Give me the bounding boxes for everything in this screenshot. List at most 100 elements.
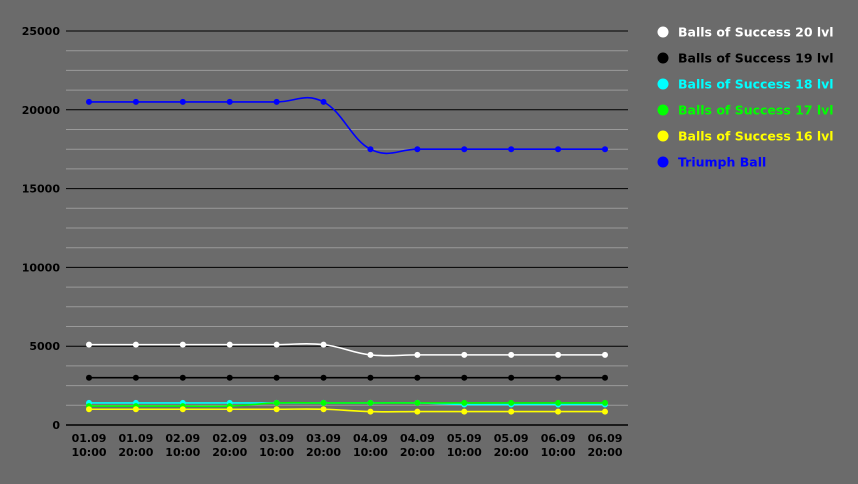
legend-label[interactable]: Balls of Success 18 lvl (678, 77, 834, 92)
data-point-triumph-ball[interactable] (508, 146, 515, 153)
data-point-balls-of-success-16-lvl[interactable] (602, 408, 608, 415)
y-tick-label: 20000 (22, 104, 61, 117)
data-point-triumph-ball[interactable] (179, 98, 186, 105)
data-point-balls-of-success-19-lvl[interactable] (86, 374, 92, 381)
data-point-balls-of-success-20-lvl[interactable] (414, 351, 421, 358)
x-tick-label-time: 20:00 (587, 446, 622, 459)
legend-marker (657, 104, 669, 116)
data-point-balls-of-success-19-lvl[interactable] (508, 374, 515, 381)
data-point-balls-of-success-16-lvl[interactable] (367, 408, 374, 415)
data-point-balls-of-success-16-lvl[interactable] (132, 406, 139, 413)
series-lines (88, 96, 605, 413)
data-point-balls-of-success-20-lvl[interactable] (555, 351, 562, 358)
data-point-balls-of-success-16-lvl[interactable] (86, 406, 92, 413)
data-point-balls-of-success-17-lvl[interactable] (367, 399, 374, 406)
data-point-balls-of-success-16-lvl[interactable] (320, 406, 327, 413)
data-point-balls-of-success-20-lvl[interactable] (602, 351, 608, 358)
x-tick-label-date: 06.09 (588, 432, 623, 445)
data-point-balls-of-success-16-lvl[interactable] (226, 406, 233, 413)
data-point-balls-of-success-19-lvl[interactable] (320, 374, 327, 381)
data-point-triumph-ball[interactable] (367, 146, 374, 153)
x-tick-label-time: 20:00 (306, 446, 341, 459)
data-point-balls-of-success-17-lvl[interactable] (508, 399, 515, 406)
data-point-triumph-ball[interactable] (86, 98, 92, 105)
data-point-triumph-ball[interactable] (602, 146, 608, 153)
data-point-balls-of-success-19-lvl[interactable] (414, 374, 421, 381)
y-tick-label: 15000 (22, 183, 61, 196)
data-point-balls-of-success-20-lvl[interactable] (367, 351, 374, 358)
x-tick-label-time: 10:00 (259, 446, 294, 459)
y-tick-label: 25000 (22, 25, 61, 38)
data-point-triumph-ball[interactable] (414, 146, 421, 153)
legend-label[interactable]: Balls of Success 16 lvl (678, 129, 834, 144)
data-point-triumph-ball[interactable] (555, 146, 562, 153)
y-tick-label: 5000 (29, 340, 60, 353)
data-point-balls-of-success-17-lvl[interactable] (461, 399, 468, 406)
data-point-balls-of-success-17-lvl[interactable] (273, 399, 280, 406)
data-point-balls-of-success-19-lvl[interactable] (555, 374, 562, 381)
legend-marker (657, 52, 669, 64)
legend-label[interactable]: Balls of Success 19 lvl (678, 51, 834, 66)
data-point-balls-of-success-16-lvl[interactable] (414, 408, 421, 415)
data-point-balls-of-success-17-lvl[interactable] (555, 399, 562, 406)
y-axis-tick-labels: 0 5000 10000 15000 20000 25000 (22, 25, 61, 432)
legend-marker (657, 130, 669, 142)
x-tick-label-time: 10:00 (447, 446, 482, 459)
legend-label[interactable]: Balls of Success 20 lvl (678, 25, 834, 40)
series-line-triumph-ball (89, 96, 605, 155)
data-point-triumph-ball[interactable] (273, 98, 280, 105)
data-point-balls-of-success-20-lvl[interactable] (132, 341, 139, 348)
x-tick-label-date: 05.09 (447, 432, 482, 445)
legend-label[interactable]: Balls of Success 17 lvl (678, 103, 834, 118)
x-tick-label-date: 04.09 (353, 432, 388, 445)
data-point-balls-of-success-16-lvl[interactable] (461, 408, 468, 415)
x-tick-label-date: 05.09 (494, 432, 529, 445)
data-point-triumph-ball[interactable] (320, 98, 327, 105)
data-point-balls-of-success-20-lvl[interactable] (179, 341, 186, 348)
data-point-balls-of-success-16-lvl[interactable] (555, 408, 562, 415)
x-tick-label-date: 01.09 (72, 432, 107, 445)
data-point-balls-of-success-17-lvl[interactable] (602, 399, 608, 406)
legend-marker (657, 26, 669, 38)
data-point-balls-of-success-20-lvl[interactable] (226, 341, 233, 348)
data-point-balls-of-success-19-lvl[interactable] (273, 374, 280, 381)
series-line-balls-of-success-20-lvl (88, 342, 605, 357)
series-line-balls-of-success-16-lvl (89, 408, 605, 413)
data-point-balls-of-success-20-lvl[interactable] (320, 341, 327, 348)
x-tick-label-time: 20:00 (400, 446, 435, 459)
data-point-balls-of-success-20-lvl[interactable] (273, 341, 280, 348)
x-tick-label-time: 20:00 (212, 446, 247, 459)
data-point-triumph-ball[interactable] (226, 98, 233, 105)
data-point-triumph-ball[interactable] (132, 98, 139, 105)
x-tick-label-time: 10:00 (165, 446, 200, 459)
data-point-balls-of-success-19-lvl[interactable] (132, 374, 139, 381)
x-tick-label-date: 04.09 (400, 432, 435, 445)
data-point-triumph-ball[interactable] (461, 146, 468, 153)
legend-marker (657, 78, 669, 90)
data-point-balls-of-success-19-lvl[interactable] (367, 374, 374, 381)
x-tick-label-time: 10:00 (541, 446, 576, 459)
data-point-balls-of-success-19-lvl[interactable] (226, 374, 233, 381)
x-tick-label-time: 10:00 (353, 446, 388, 459)
data-point-balls-of-success-19-lvl[interactable] (179, 374, 186, 381)
x-tick-label-date: 03.09 (306, 432, 341, 445)
data-point-balls-of-success-20-lvl[interactable] (508, 351, 515, 358)
series-points (86, 98, 608, 415)
x-tick-label-time: 20:00 (118, 446, 153, 459)
x-tick-label-date: 02.09 (212, 432, 247, 445)
legend-label[interactable]: Triumph Ball (678, 155, 766, 170)
data-point-balls-of-success-16-lvl[interactable] (508, 408, 515, 415)
data-point-balls-of-success-20-lvl[interactable] (461, 351, 468, 358)
data-point-balls-of-success-19-lvl[interactable] (461, 374, 468, 381)
data-point-balls-of-success-19-lvl[interactable] (602, 374, 608, 381)
x-tick-label-time: 10:00 (71, 446, 106, 459)
data-point-balls-of-success-16-lvl[interactable] (273, 406, 280, 413)
data-point-balls-of-success-17-lvl[interactable] (414, 399, 421, 406)
x-tick-label-date: 03.09 (259, 432, 294, 445)
y-tick-label: 0 (52, 419, 60, 432)
data-point-balls-of-success-16-lvl[interactable] (179, 406, 186, 413)
data-point-balls-of-success-20-lvl[interactable] (86, 341, 92, 348)
data-point-balls-of-success-17-lvl[interactable] (320, 399, 327, 406)
x-tick-label-date: 01.09 (119, 432, 154, 445)
